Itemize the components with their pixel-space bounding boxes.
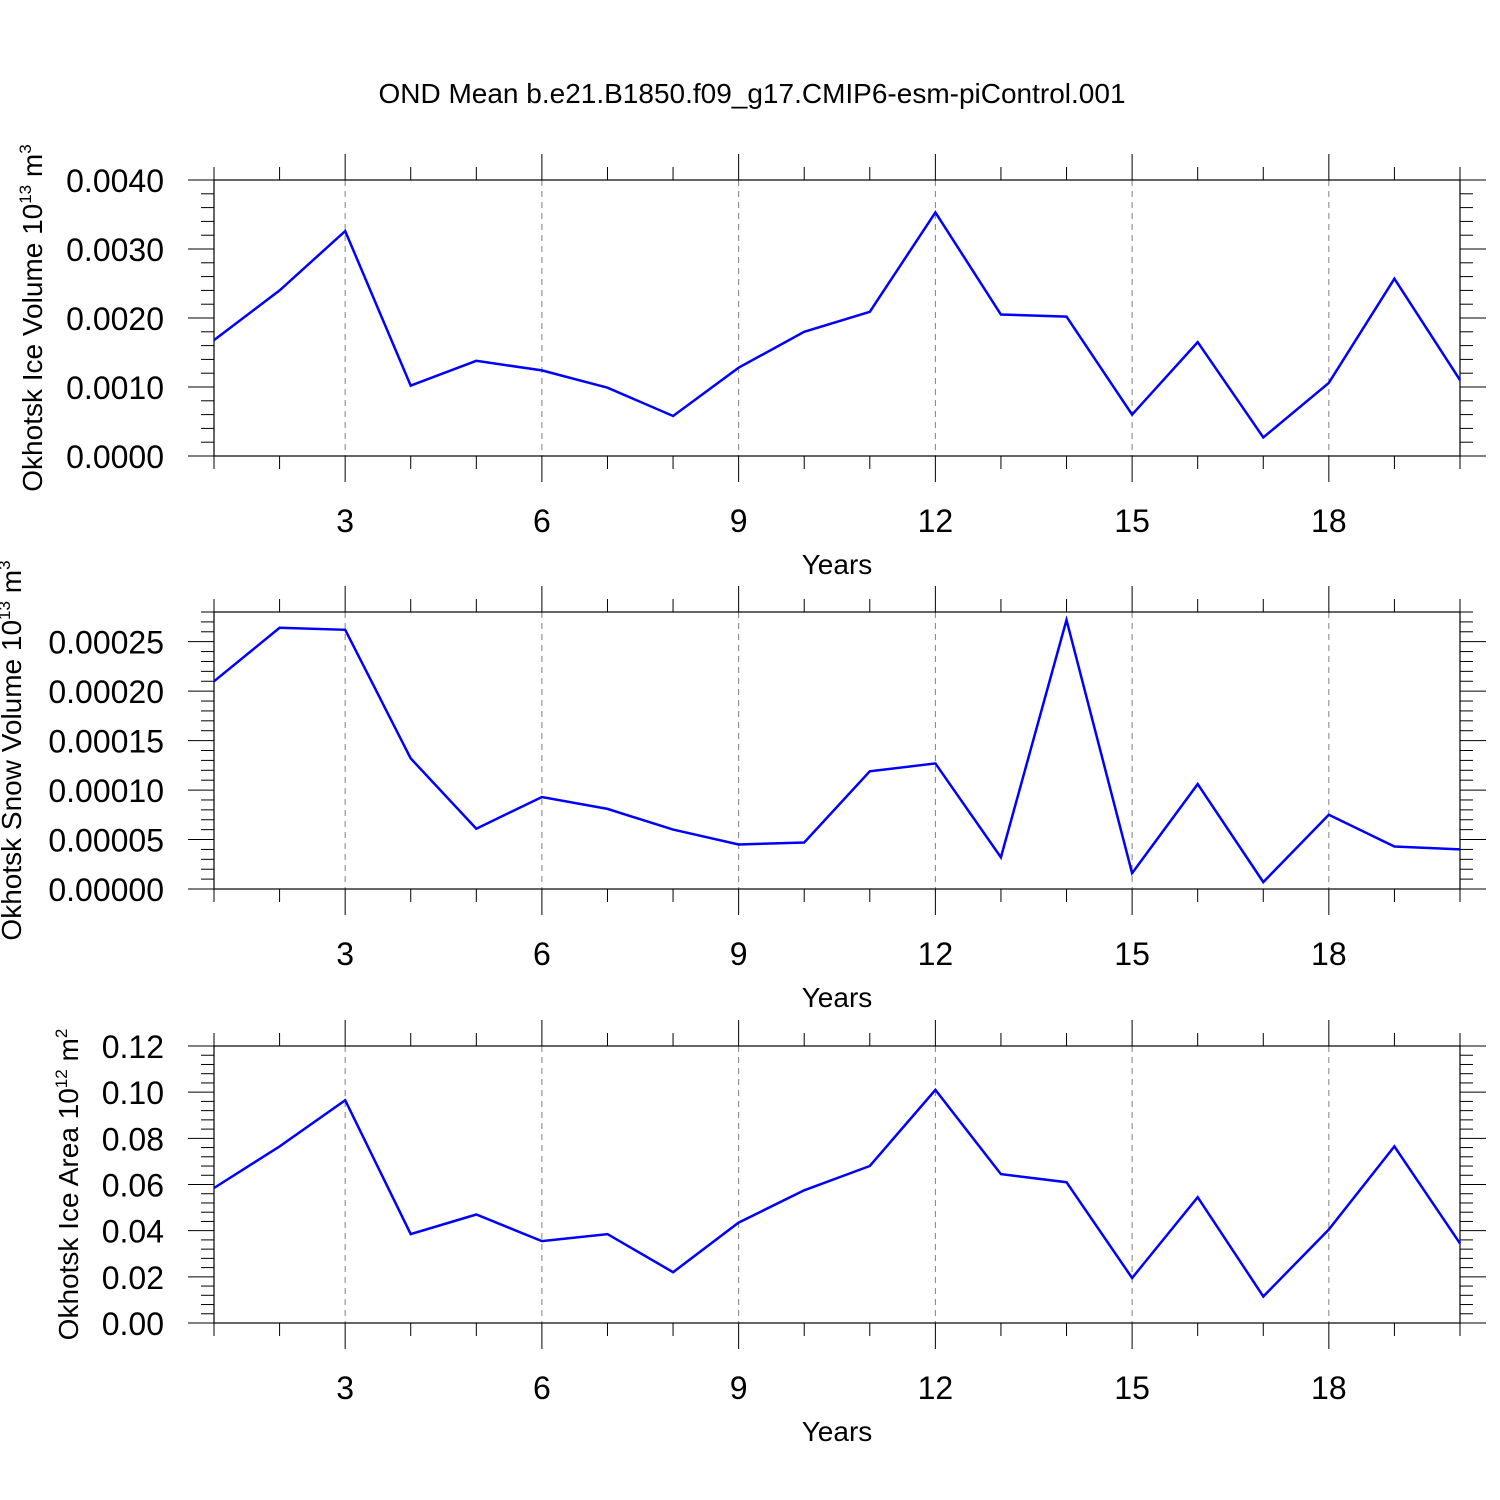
figure-title: OND Mean b.e21.B1850.f09_g17.CMIP6-esm-p… (378, 78, 1125, 109)
panel-2: 3 6 9 12 15 18 0.00000 0.00005 0.00010 0.00015 0.0… (0, 560, 1486, 1013)
y-tick-label: 0.00025 (48, 625, 164, 661)
y-tick-label: 0.0030 (66, 232, 164, 268)
y-tick-label: 0.02 (102, 1260, 164, 1296)
x-axis-label: Years (802, 549, 873, 580)
x-tick-label: 12 (918, 503, 954, 539)
y-axis-label-unit: m (53, 1038, 84, 1069)
x-tick-label: 6 (533, 503, 551, 539)
x-tick-label: 18 (1311, 936, 1347, 972)
x-tick-label: 3 (336, 503, 354, 539)
y-axis-label-text: Okhotsk Snow Volume 10 (0, 620, 27, 941)
y-axis-label-exponent: 13 (0, 601, 14, 620)
y-tick-label: 0.00005 (48, 823, 164, 859)
y-tick-label: 0.12 (102, 1029, 164, 1065)
y-tick-label: 0.04 (102, 1214, 164, 1250)
y-axis-label-unit-exponent: 3 (0, 560, 14, 569)
y-tick-label: 0.06 (102, 1168, 164, 1204)
x-tick-label: 18 (1311, 1370, 1347, 1406)
x-axis-label: Years (802, 982, 873, 1013)
y-tick-label: 0.10 (102, 1075, 164, 1111)
x-tick-label: 6 (533, 936, 551, 972)
y-axis-label-unit-exponent: 3 (16, 144, 35, 153)
y-tick-label: 0.0020 (66, 301, 164, 337)
y-axis-label-text: Okhotsk Ice Area 10 (53, 1088, 84, 1340)
series-line (213, 210, 1462, 440)
x-tick-label: 9 (730, 503, 748, 539)
y-tick-label: 0.00010 (48, 773, 164, 809)
y-axis-label: Okhotsk Ice Area 1012 m2 (52, 1029, 84, 1341)
y-axis-label-text: Okhotsk Ice Volume 10 (17, 204, 48, 492)
series-line (213, 615, 1461, 885)
y-axis-label-exponent: 12 (52, 1069, 71, 1088)
y-tick-label: 0.08 (102, 1121, 164, 1157)
x-tick-label: 15 (1114, 936, 1150, 972)
panels: 3 6 9 12 15 18 0.0000 0.0010 0.0020 0.0030 0.0040 Y… (0, 144, 1486, 1447)
plot-frame (213, 179, 1461, 457)
x-tick-label: 12 (918, 936, 954, 972)
x-tick-label: 9 (730, 1370, 748, 1406)
y-axis-label-unit: m (17, 154, 48, 185)
y-tick-label: 0.0010 (66, 370, 164, 406)
y-tick-label: 0.0000 (66, 439, 164, 475)
x-tick-label: 3 (336, 936, 354, 972)
x-tick-label: 15 (1114, 1370, 1150, 1406)
x-tick-label: 15 (1114, 503, 1150, 539)
y-axis-label: Okhotsk Snow Volume 1013 m3 (0, 560, 27, 940)
y-tick-label: 0.00 (102, 1306, 164, 1342)
x-tick-label: 12 (918, 1370, 954, 1406)
x-tick-label: 3 (336, 1370, 354, 1406)
y-tick-label: 0.00015 (48, 724, 164, 760)
panel-3: 3 6 9 12 15 18 0.00 0.02 0.04 0.06 0.08 0.10 0.12 Yea… (52, 1020, 1486, 1447)
x-tick-label: 18 (1311, 503, 1347, 539)
x-tick-label: 6 (533, 1370, 551, 1406)
x-tick-label: 9 (730, 936, 748, 972)
y-tick-label: 0.00020 (48, 674, 164, 710)
y-axis-label-exponent: 13 (16, 185, 35, 204)
x-axis-label: Years (802, 1416, 873, 1447)
panel-1: 3 6 9 12 15 18 0.0000 0.0010 0.0020 0.0030 0.0040 Y… (16, 144, 1486, 580)
y-axis-label-unit: m (0, 570, 27, 601)
y-axis-label-unit-exponent: 2 (52, 1029, 71, 1038)
y-tick-label: 0.0040 (66, 163, 164, 199)
plot-frame (213, 1045, 1461, 1324)
y-tick-label: 0.00000 (48, 872, 164, 908)
plot-frame (213, 611, 1461, 890)
y-axis-label: Okhotsk Ice Volume 1013 m3 (16, 144, 48, 491)
series-line (213, 1087, 1462, 1299)
